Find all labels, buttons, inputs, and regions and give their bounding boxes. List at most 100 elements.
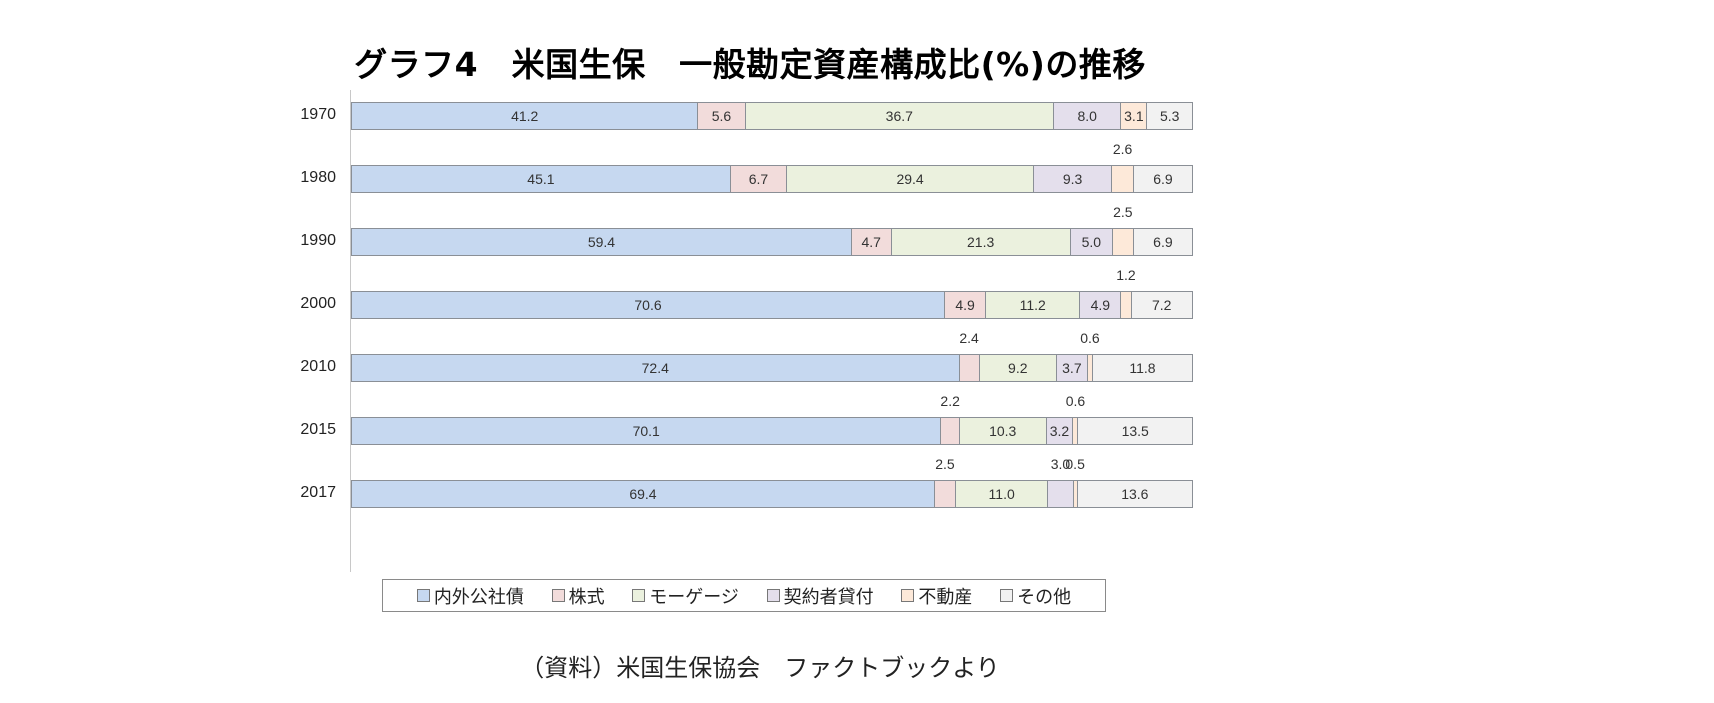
bar-segment-内外公社債: 72.4 (352, 355, 960, 381)
bar-segment-内外公社債: 70.1 (352, 418, 942, 444)
bar-segment-その他: 6.9 (1133, 229, 1192, 255)
bar-segment-不動産: 1.2 (1116, 267, 1136, 318)
stacked-bar: 72.4 2.4 9.2 3.7 0.6 11.8 (351, 330, 1193, 382)
stacked-bar: 70.1 2.2 10.3 3.2 0.6 13.5 (351, 393, 1193, 445)
bar-segment-不動産: 0.5 (1065, 456, 1085, 507)
data-label: 5.6 (711, 108, 732, 124)
data-label: 8.0 (1077, 108, 1097, 124)
data-label: 70.1 (632, 423, 660, 439)
bar-segment-内外公社債: 69.4 (352, 481, 935, 507)
data-label: 2.5 (935, 456, 955, 472)
data-label: 70.6 (634, 297, 662, 313)
data-label: 41.2 (511, 108, 539, 124)
y-axis-label: 2017 (300, 484, 336, 501)
stacked-bar: 69.4 2.5 11.0 3.0 0.5 13.6 (351, 456, 1193, 508)
stacked-bar: 59.4 4.7 21.3 5.0 2.5 6.9 (351, 204, 1193, 256)
bar-row-2015: 2015 70.1 2.2 10.3 3.2 0.6 13.5 (0, 393, 1714, 445)
data-label: 9.3 (1062, 171, 1083, 187)
chart-legend: 内外公社債 株式 モーゲージ 契約者貸付 不動産 その他 (382, 579, 1106, 612)
bar-segment-不動産: 0.6 (1080, 330, 1100, 381)
bar-row-1980: 1980 45.1 6.7 29.4 9.3 2.6 6.9 (0, 141, 1714, 193)
stacked-bar: 45.1 6.7 29.4 9.3 2.6 6.9 (351, 141, 1193, 193)
y-axis-label: 1970 (300, 106, 336, 123)
legend-label: 不動産 (918, 586, 973, 608)
legend-item: 内外公社債 (416, 583, 524, 609)
data-label: 59.4 (587, 234, 616, 250)
bar-segment-その他: 5.3 (1147, 103, 1192, 129)
bar-segment-契約者貸付: 4.9 (1080, 292, 1122, 318)
data-label: 69.4 (629, 486, 657, 502)
bar-segment-株式: 2.2 (940, 393, 960, 444)
bar-segment-モーゲージ: 11.0 (955, 481, 1049, 507)
bar-segment-不動産: 0.6 (1066, 393, 1085, 444)
legend-item: その他 (1000, 583, 1071, 609)
legend-label: モーゲージ (649, 586, 739, 608)
legend-item: 不動産 (901, 583, 972, 609)
y-axis-label: 2000 (300, 295, 336, 312)
bar-segment-その他: 7.2 (1131, 292, 1192, 318)
data-label: 10.3 (989, 423, 1017, 439)
bar-segment-内外公社債: 41.2 (352, 103, 699, 129)
bar-segment-その他: 13.5 (1078, 418, 1192, 444)
data-label: 3.2 (1049, 423, 1070, 439)
bar-segment-契約者貸付: 3.2 (1046, 418, 1074, 444)
legend-swatch-icon (1000, 589, 1014, 602)
bar-segment-その他: 11.8 (1092, 355, 1192, 381)
stacked-bar: 70.6 4.9 11.2 4.9 1.2 7.2 (351, 267, 1193, 319)
legend-item: 契約者貸付 (766, 583, 874, 609)
data-label: 7.2 (1152, 297, 1172, 313)
legend-item: 株式 (551, 583, 605, 609)
bar-segment-株式: 5.6 (698, 103, 746, 129)
bar-segment-モーゲージ: 29.4 (787, 166, 1035, 192)
bar-row-2000: 2000 70.6 4.9 11.2 4.9 1.2 7.2 (0, 267, 1714, 319)
legend-swatch-icon (632, 589, 646, 602)
bar-segment-不動産: 2.5 (1112, 204, 1134, 255)
source-note: （資料）米国生保協会 ファクトブックより (520, 654, 1000, 682)
bar-segment-その他: 13.6 (1077, 481, 1192, 507)
legend-swatch-icon (416, 589, 430, 602)
data-label: 13.5 (1121, 423, 1149, 439)
data-label: 4.7 (861, 234, 881, 250)
bar-segment-モーゲージ: 9.2 (979, 355, 1057, 381)
data-label: 0.6 (1065, 393, 1086, 409)
bar-segment-モーゲージ: 10.3 (959, 418, 1047, 444)
bar-segment-不動産: 3.1 (1121, 103, 1148, 129)
bar-segment-株式: 2.4 (959, 330, 980, 381)
legend-label: 内外公社債 (433, 586, 524, 608)
bar-segment-内外公社債: 45.1 (352, 166, 731, 192)
bar-segment-内外公社債: 70.6 (352, 292, 946, 318)
chart-title: グラフ4 米国生保 一般勘定資産構成比(%)の推移 (354, 45, 1146, 84)
data-label: 3.0 (1050, 456, 1071, 472)
bar-segment-内外公社債: 59.4 (352, 229, 852, 255)
legend-swatch-icon (901, 589, 915, 602)
data-label: 11.0 (988, 486, 1015, 502)
bar-segment-契約者貸付: 3.7 (1056, 355, 1088, 381)
stacked-bar: 41.2 5.6 36.7 8.0 3.1 5.3 (351, 102, 1193, 130)
y-axis-label: 2015 (300, 421, 336, 438)
data-label: 21.3 (967, 234, 995, 250)
data-label: 0.6 (1080, 330, 1100, 346)
bar-segment-モーゲージ: 11.2 (986, 292, 1081, 318)
data-label: 2.4 (959, 330, 979, 346)
data-label: 29.4 (896, 171, 924, 187)
bar-segment-株式: 4.9 (945, 292, 987, 318)
data-label: 0.5 (1065, 456, 1085, 472)
data-label: 3.7 (1062, 360, 1082, 376)
data-label: 3.1 (1124, 108, 1144, 124)
legend-label: 株式 (568, 586, 605, 608)
bar-segment-株式: 2.5 (934, 456, 956, 507)
bar-segment-契約者貸付: 8.0 (1054, 103, 1122, 129)
y-axis-label: 1980 (300, 169, 336, 186)
bar-segment-契約者貸付: 9.3 (1034, 166, 1113, 192)
data-label: 6.9 (1153, 234, 1173, 250)
data-label: 2.5 (1113, 204, 1133, 220)
legend-label: その他 (1017, 586, 1072, 608)
data-label: 6.7 (748, 171, 769, 187)
data-label: 5.0 (1081, 234, 1102, 250)
bar-row-2017: 2017 69.4 2.5 11.0 3.0 0.5 13.6 (0, 456, 1714, 508)
bar-row-2010: 2010 72.4 2.4 9.2 3.7 0.6 11.8 (0, 330, 1714, 382)
data-label: 11.2 (1019, 297, 1046, 313)
data-label: 1.2 (1116, 267, 1136, 283)
data-label: 11.8 (1129, 360, 1156, 376)
data-label: 13.6 (1121, 486, 1149, 502)
